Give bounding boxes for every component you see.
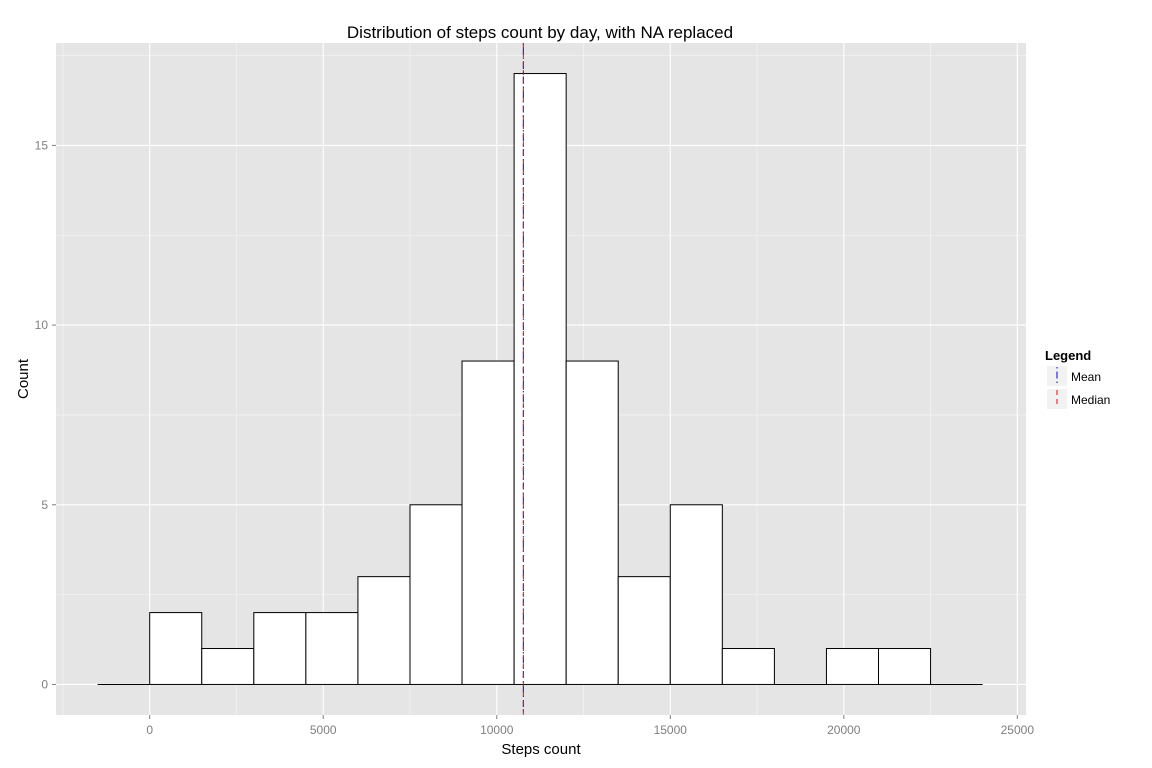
x-tick-label: 15000 [654, 723, 688, 737]
x-axis-title: Steps count [501, 741, 581, 758]
x-tick-label: 25000 [1001, 723, 1035, 737]
histogram-bar [357, 576, 411, 685]
y-axis-title: Count [15, 358, 32, 399]
histogram-bar [201, 648, 255, 685]
x-tick-label: 5000 [310, 723, 337, 737]
x-axis-ticks: 0 5000 10000 15000 20000 25000 [146, 715, 1034, 737]
y-tick-label: 15 [35, 138, 49, 152]
minor-gridlines [56, 43, 1026, 715]
histogram-bar [878, 648, 932, 685]
histogram-bar [149, 612, 203, 685]
x-tick-label: 10000 [480, 723, 514, 737]
x-tick-label: 20000 [827, 723, 861, 737]
histogram-bar [461, 360, 515, 685]
x-tick-label: 0 [146, 723, 153, 737]
histogram-bar [825, 648, 880, 685]
chart-title: Distribution of steps count by day, with… [347, 23, 733, 42]
legend-title: Legend [1045, 348, 1091, 363]
histogram-bar [513, 73, 567, 685]
histogram-bar [305, 612, 359, 685]
legend-items: Mean Median [1047, 366, 1110, 409]
histogram-bar [409, 504, 463, 685]
histogram-bar [565, 360, 619, 685]
histogram-bar [253, 612, 307, 685]
legend-label-mean: Mean [1071, 370, 1101, 384]
y-tick-label: 10 [35, 318, 49, 332]
histogram-bar [721, 648, 775, 685]
histogram-bars [97, 73, 983, 685]
y-axis-ticks: 0 5 10 15 [35, 138, 56, 691]
histogram-bar [617, 576, 671, 685]
legend: Legend Mean Median [1045, 348, 1110, 409]
y-tick-label: 0 [41, 677, 48, 691]
y-tick-label: 5 [41, 498, 48, 512]
legend-label-median: Median [1071, 393, 1110, 407]
histogram-bar [669, 504, 723, 685]
